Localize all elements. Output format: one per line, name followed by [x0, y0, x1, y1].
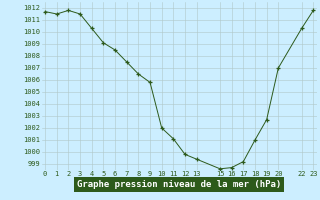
X-axis label: Graphe pression niveau de la mer (hPa): Graphe pression niveau de la mer (hPa) — [77, 180, 281, 189]
